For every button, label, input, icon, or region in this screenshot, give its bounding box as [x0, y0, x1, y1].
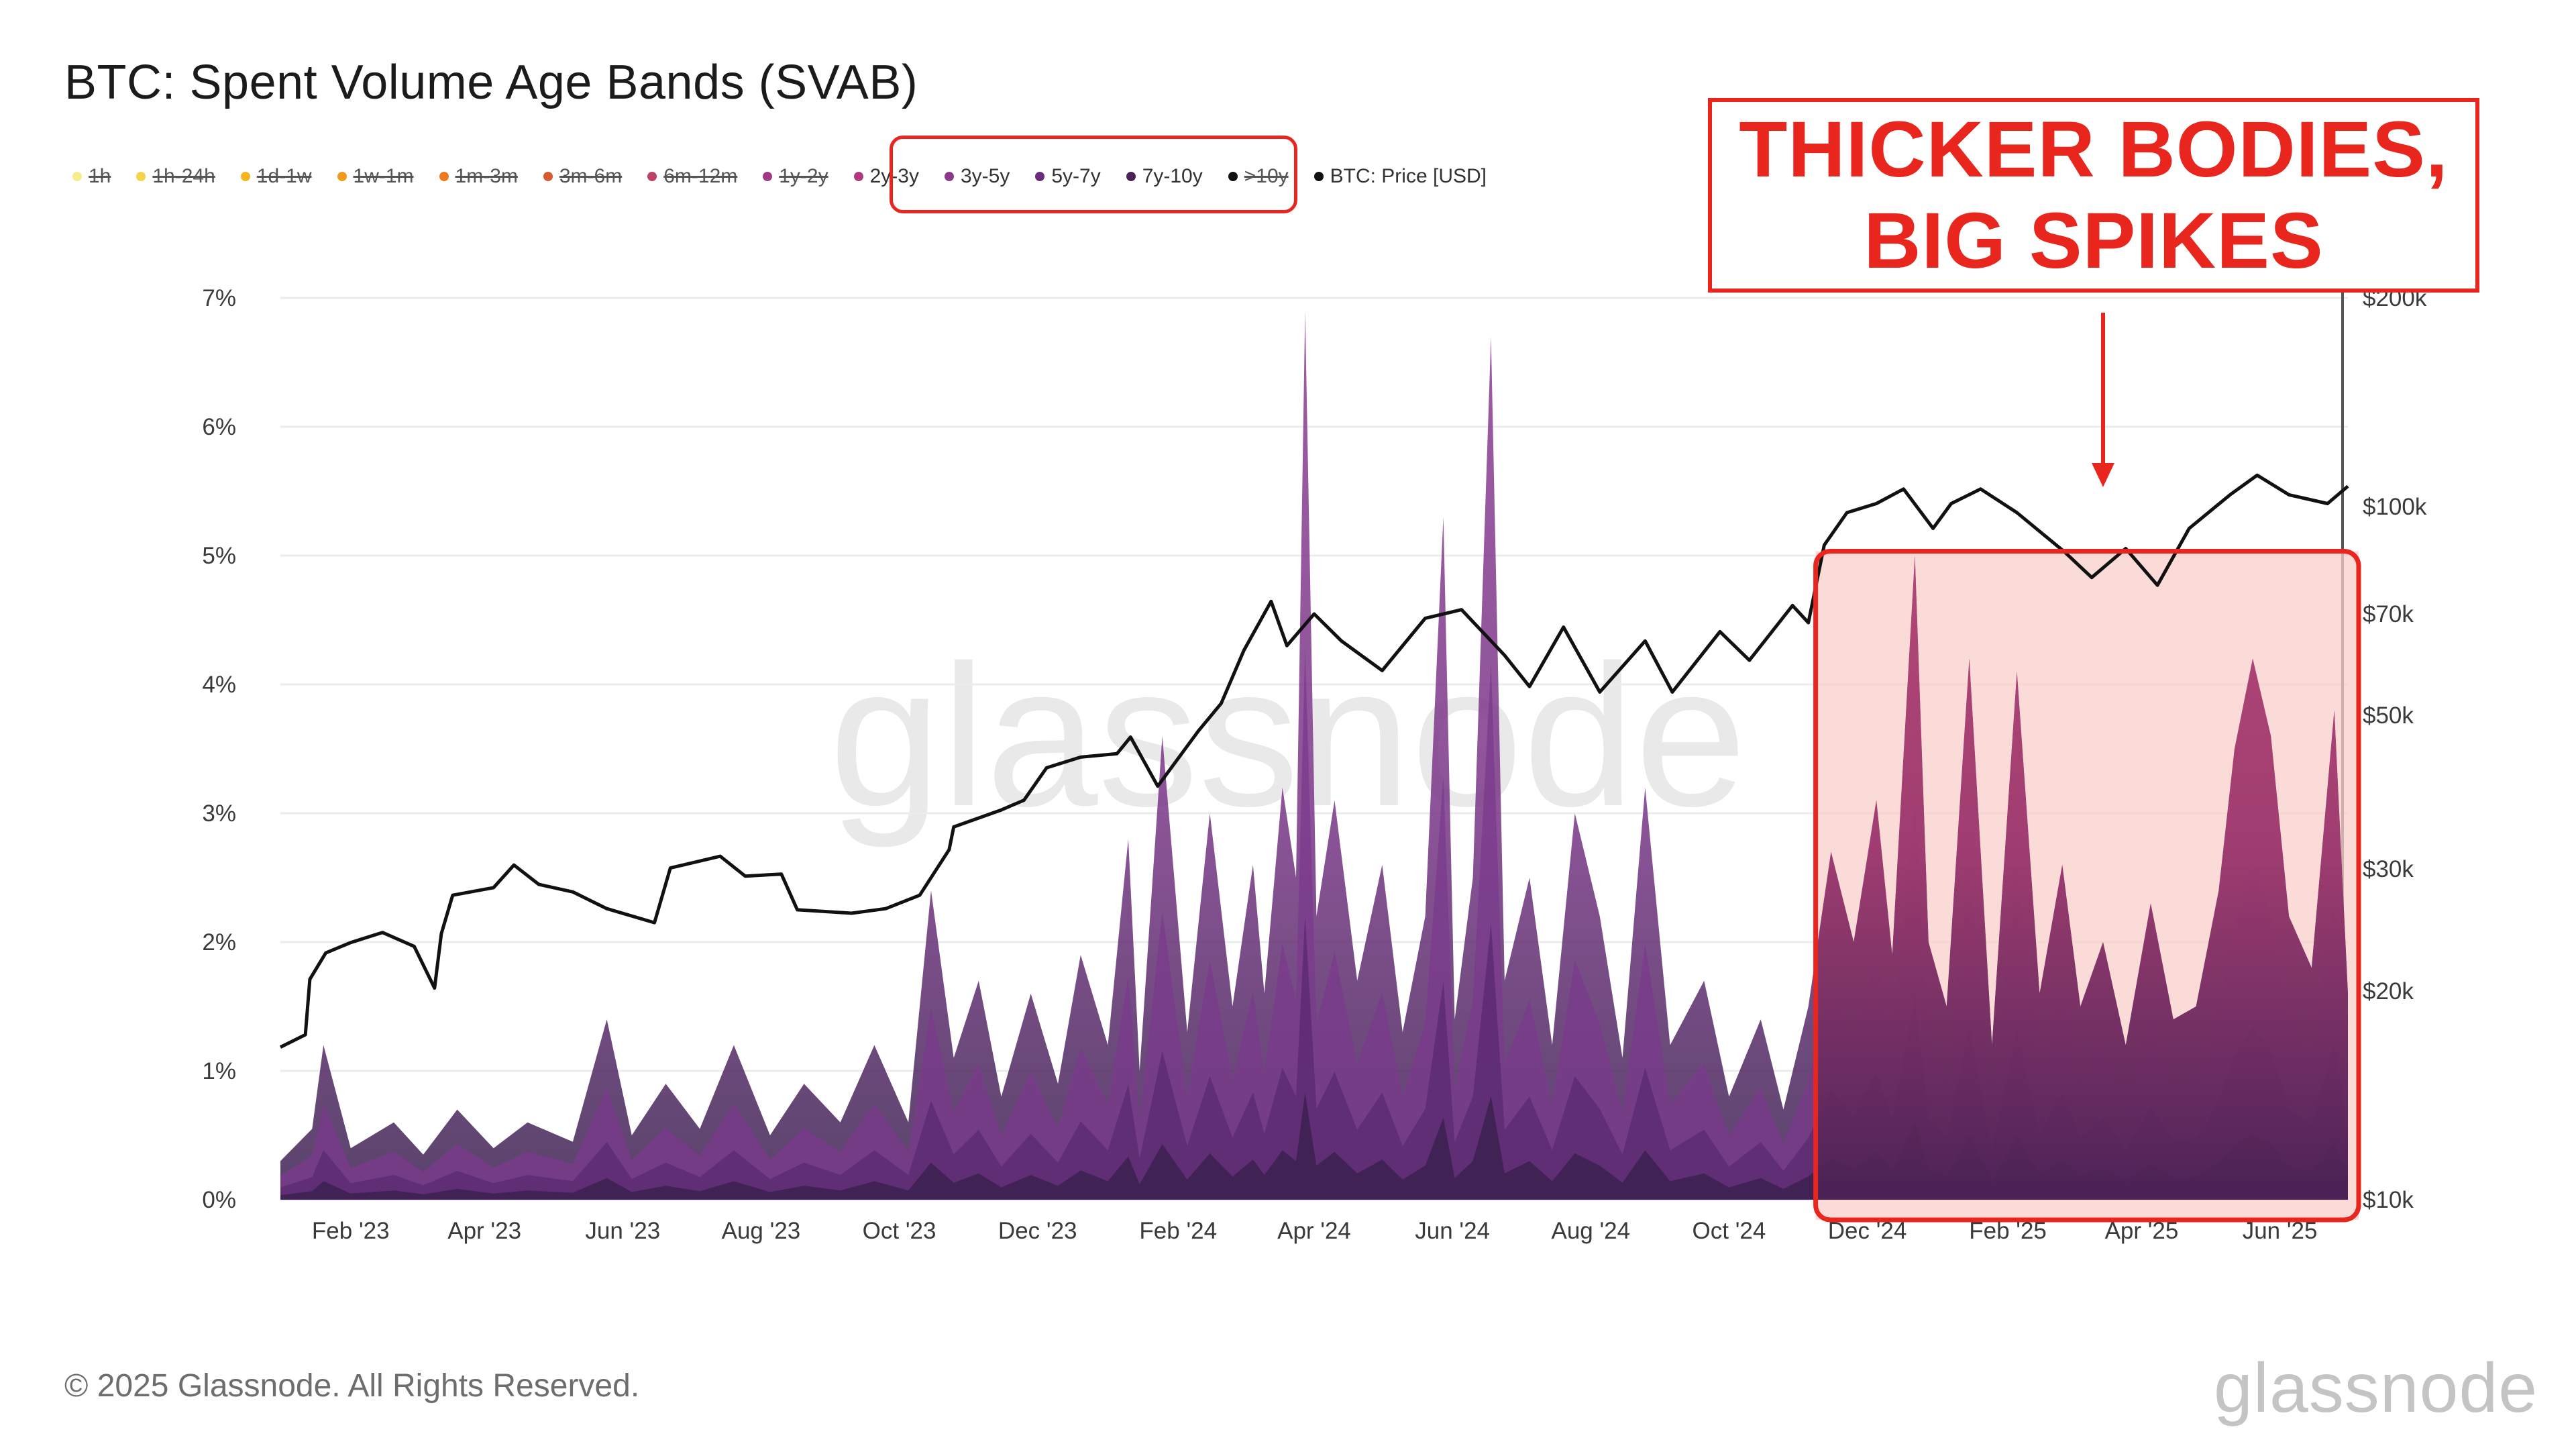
legend-item[interactable]: 1h-24h [136, 165, 215, 188]
glassnode-logo: glassnode [2214, 1349, 2538, 1427]
y-left-tick-label: 2% [202, 929, 236, 955]
callout-line-1: THICKER BODIES, [1739, 105, 2449, 194]
chart-title: BTC: Spent Volume Age Bands (SVAB) [64, 56, 918, 109]
legend-dot [853, 172, 863, 181]
legend-item[interactable]: 5y-7y [1035, 165, 1101, 188]
legend-dot [647, 172, 657, 181]
legend-dot [944, 172, 954, 181]
x-tick-label: Jun '23 [585, 1218, 660, 1244]
legend-dot [1035, 172, 1045, 181]
x-tick-label: Oct '24 [1693, 1218, 1766, 1244]
legend-item[interactable]: 1m-3m [439, 165, 518, 188]
legend-dot [439, 172, 449, 181]
y-right-tick-label: $20k [2363, 978, 2414, 1004]
y-left-tick-label: 6% [202, 414, 236, 440]
y-right-tick-label: $70k [2363, 601, 2414, 627]
legend-item[interactable]: 1d-1w [240, 165, 312, 188]
y-left-tick-label: 1% [202, 1058, 236, 1084]
btc-price-line [279, 473, 2349, 1049]
y-right-tick-label: $50k [2363, 703, 2414, 729]
legend-dot [1228, 172, 1238, 181]
legend-item[interactable]: 1y-2y [763, 165, 828, 188]
legend-item[interactable]: 1w-1m [337, 165, 414, 188]
x-tick-label: Jun '25 [2243, 1218, 2318, 1244]
legend-dot [763, 172, 773, 181]
legend-label: 1m-3m [455, 165, 518, 187]
x-tick-label: Oct '23 [863, 1218, 936, 1244]
x-tick-label: Jun '24 [1415, 1218, 1490, 1244]
x-tick-label: Feb '23 [312, 1218, 390, 1244]
legend-item[interactable]: 1h [72, 165, 111, 188]
legend-item[interactable]: BTC: Price [USD] [1313, 165, 1487, 188]
x-tick-label: Aug '23 [722, 1218, 801, 1244]
legend-label: 1h-24h [152, 165, 215, 187]
legend-item[interactable]: 6m-12m [647, 165, 737, 188]
y-right-tick-label: $100k [2363, 494, 2427, 520]
y-left-tick-label: 4% [202, 672, 236, 698]
legend-label: 6m-12m [663, 165, 738, 187]
x-tick-label: Apr '25 [2105, 1218, 2179, 1244]
legend-label: 7y-10y [1142, 165, 1203, 187]
legend-dot [337, 172, 347, 181]
legend-label: 1y-2y [779, 165, 828, 187]
x-tick-label: Feb '24 [1139, 1218, 1217, 1244]
y-left-tick-label: 7% [202, 285, 236, 311]
y-left-tick-label: 5% [202, 543, 236, 569]
legend-label: 1d-1w [256, 165, 312, 187]
legend-item[interactable]: 2y-3y [853, 165, 919, 188]
legend-label: >10y [1244, 165, 1289, 187]
legend-highlight-box [890, 136, 1297, 213]
y-axis-left-ticks: 0% 1% 2% 3% 4% 5% 6% 7% [202, 285, 236, 1213]
legend-label: BTC: Price [USD] [1330, 165, 1487, 187]
highlight-region-border [1813, 548, 2361, 1223]
legend-dot [1313, 172, 1324, 181]
legend-label: 5y-7y [1051, 165, 1101, 187]
band-area-highlighted [1815, 556, 2348, 1200]
legend-item[interactable]: 7y-10y [1126, 165, 1203, 188]
copyright-notice: © 2025 Glassnode. All Rights Reserved. [64, 1368, 640, 1404]
legend-label: 2y-3y [869, 165, 919, 187]
y-left-tick-label: 0% [202, 1187, 236, 1213]
y-axis-right-ticks: $10k$20k$30k$50k$70k$100k$200k [2363, 285, 2427, 1213]
legend-label: 1h [89, 165, 111, 187]
x-tick-label: Apr '24 [1277, 1218, 1351, 1244]
callout-box: THICKER BODIES, BIG SPIKES [1708, 98, 2479, 293]
y-right-tick-label: $30k [2363, 856, 2414, 882]
x-tick-label: Feb '25 [1969, 1218, 2047, 1244]
legend-dot [1126, 172, 1136, 181]
x-tick-label: Aug '24 [1551, 1218, 1630, 1244]
x-tick-label: Apr '23 [447, 1218, 521, 1244]
callout-line-2: BIG SPIKES [1864, 197, 2324, 285]
legend: 1h 1h-24h 1d-1w 1w-1m 1m-3m 3m-6m 6m-12m 1y-2y 2… [72, 160, 1512, 193]
y-left-tick-label: 3% [202, 800, 236, 827]
legend-dot [240, 172, 250, 181]
x-axis-ticks: Feb '23 Apr '23 Jun '23 Aug '23 Oct '23 Dec '… [312, 1218, 2318, 1244]
legend-dot [543, 172, 553, 181]
legend-dot [72, 172, 82, 181]
legend-item[interactable]: 3y-5y [944, 165, 1010, 188]
svab-bands [280, 311, 2348, 1200]
legend-item[interactable]: >10y [1228, 165, 1289, 188]
btc-price-series [279, 473, 2349, 1049]
y-right-tick-label: $10k [2363, 1187, 2414, 1213]
glassnode-watermark: glassnode [829, 623, 1747, 849]
legend-label: 3y-5y [960, 165, 1010, 187]
legend-item[interactable]: 3m-6m [543, 165, 622, 188]
legend-dot [136, 172, 146, 181]
x-tick-label: Dec '24 [1828, 1218, 1907, 1244]
x-tick-label: Dec '23 [998, 1218, 1077, 1244]
callout-arrow-head [2092, 463, 2114, 487]
legend-label: 3m-6m [559, 165, 623, 187]
legend-label: 1w-1m [353, 165, 414, 187]
